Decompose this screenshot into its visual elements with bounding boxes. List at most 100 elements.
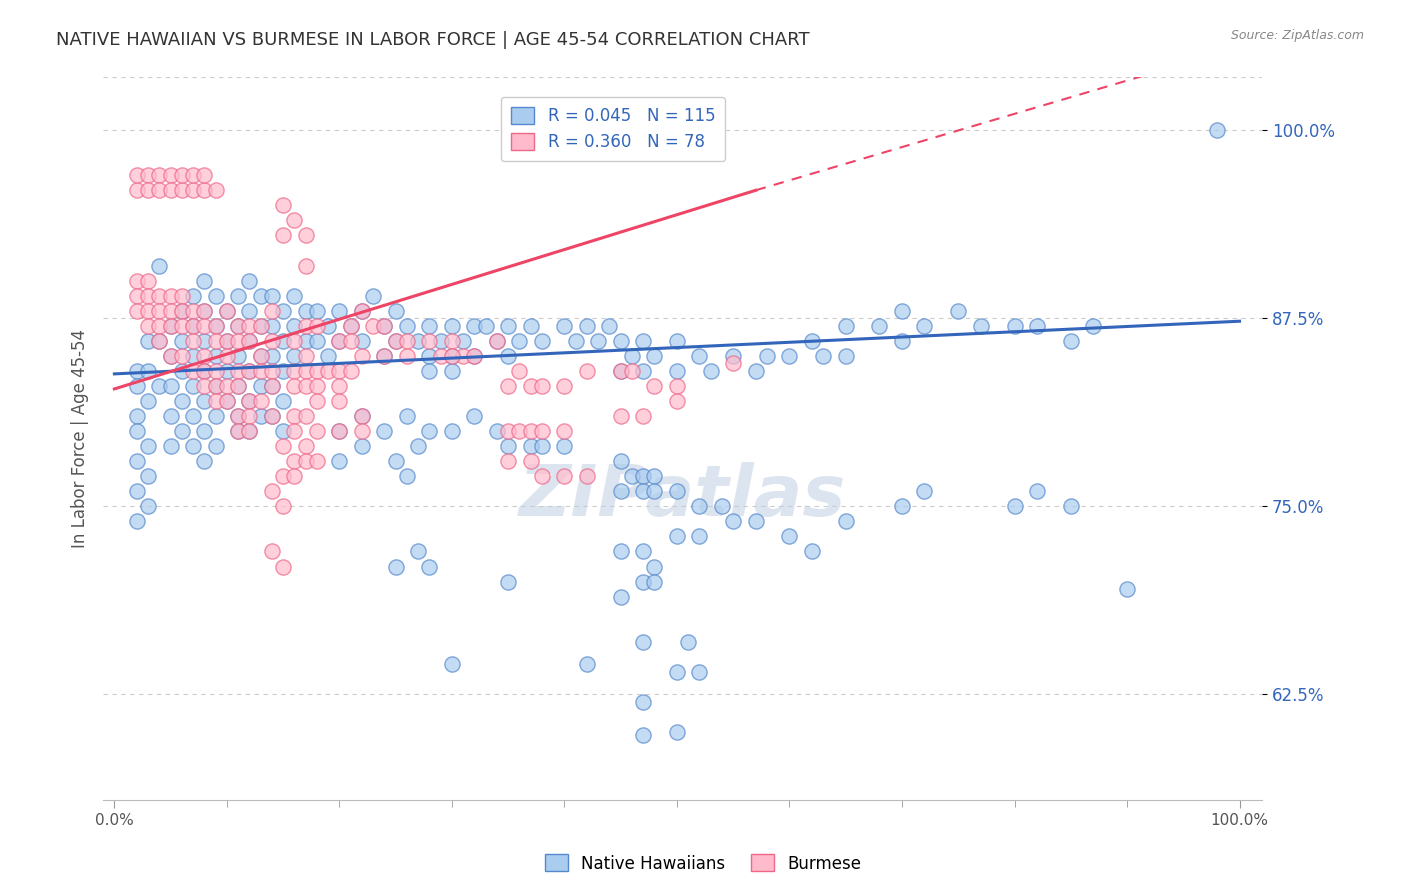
Point bbox=[215, 334, 238, 348]
Point bbox=[496, 318, 519, 333]
Point bbox=[260, 364, 283, 378]
Point bbox=[193, 274, 215, 288]
Point bbox=[609, 454, 631, 468]
Point bbox=[125, 514, 148, 528]
Point bbox=[350, 409, 373, 423]
Point bbox=[384, 334, 406, 348]
Point bbox=[316, 349, 339, 363]
Point bbox=[125, 454, 148, 468]
Point bbox=[869, 318, 891, 333]
Point bbox=[553, 469, 575, 483]
Point bbox=[193, 303, 215, 318]
Point bbox=[148, 259, 170, 273]
Point bbox=[283, 213, 305, 227]
Point bbox=[226, 424, 249, 438]
Point bbox=[193, 364, 215, 378]
Point bbox=[136, 274, 159, 288]
Point bbox=[1116, 582, 1139, 596]
Point bbox=[170, 303, 193, 318]
Point bbox=[193, 424, 215, 438]
Point bbox=[496, 454, 519, 468]
Point bbox=[530, 334, 553, 348]
Point bbox=[215, 303, 238, 318]
Point bbox=[181, 439, 204, 453]
Point bbox=[181, 288, 204, 302]
Point bbox=[451, 349, 474, 363]
Point bbox=[283, 334, 305, 348]
Point bbox=[339, 334, 361, 348]
Point bbox=[339, 364, 361, 378]
Point bbox=[914, 318, 936, 333]
Point bbox=[226, 349, 249, 363]
Point bbox=[204, 409, 226, 423]
Point bbox=[418, 334, 440, 348]
Point bbox=[395, 469, 418, 483]
Point bbox=[271, 364, 294, 378]
Point bbox=[170, 364, 193, 378]
Point bbox=[373, 318, 395, 333]
Point bbox=[136, 168, 159, 182]
Point bbox=[148, 318, 170, 333]
Point bbox=[519, 454, 541, 468]
Point bbox=[148, 288, 170, 302]
Text: NATIVE HAWAIIAN VS BURMESE IN LABOR FORCE | AGE 45-54 CORRELATION CHART: NATIVE HAWAIIAN VS BURMESE IN LABOR FORC… bbox=[56, 31, 810, 49]
Point bbox=[1060, 500, 1083, 514]
Point bbox=[665, 394, 688, 409]
Point bbox=[249, 288, 271, 302]
Point bbox=[159, 318, 181, 333]
Point bbox=[193, 364, 215, 378]
Point bbox=[238, 394, 260, 409]
Point bbox=[260, 484, 283, 499]
Point bbox=[406, 439, 429, 453]
Point bbox=[429, 349, 451, 363]
Point bbox=[249, 318, 271, 333]
Point bbox=[496, 439, 519, 453]
Point bbox=[575, 318, 598, 333]
Point bbox=[891, 303, 914, 318]
Point bbox=[204, 364, 226, 378]
Point bbox=[215, 394, 238, 409]
Point bbox=[283, 469, 305, 483]
Point bbox=[665, 665, 688, 679]
Point bbox=[238, 334, 260, 348]
Point bbox=[665, 364, 688, 378]
Point bbox=[238, 424, 260, 438]
Point bbox=[418, 349, 440, 363]
Point bbox=[249, 318, 271, 333]
Point bbox=[204, 379, 226, 393]
Point bbox=[643, 574, 665, 589]
Point bbox=[136, 334, 159, 348]
Point bbox=[159, 349, 181, 363]
Point bbox=[1206, 123, 1229, 137]
Point bbox=[249, 364, 271, 378]
Point bbox=[508, 424, 530, 438]
Legend: Native Hawaiians, Burmese: Native Hawaiians, Burmese bbox=[538, 847, 868, 880]
Point bbox=[238, 424, 260, 438]
Point bbox=[914, 484, 936, 499]
Point bbox=[136, 364, 159, 378]
Point bbox=[688, 529, 710, 543]
Point bbox=[598, 318, 620, 333]
Point bbox=[204, 183, 226, 197]
Point bbox=[575, 364, 598, 378]
Point bbox=[271, 303, 294, 318]
Point bbox=[193, 349, 215, 363]
Point bbox=[238, 394, 260, 409]
Point bbox=[418, 559, 440, 574]
Point bbox=[813, 349, 835, 363]
Point bbox=[294, 334, 316, 348]
Point bbox=[215, 334, 238, 348]
Point bbox=[631, 728, 654, 742]
Point bbox=[271, 500, 294, 514]
Point bbox=[395, 409, 418, 423]
Point bbox=[294, 303, 316, 318]
Point bbox=[564, 334, 586, 348]
Point bbox=[305, 454, 328, 468]
Point bbox=[496, 349, 519, 363]
Point bbox=[294, 259, 316, 273]
Point bbox=[170, 334, 193, 348]
Point bbox=[440, 318, 463, 333]
Point bbox=[744, 514, 766, 528]
Point bbox=[665, 484, 688, 499]
Point bbox=[125, 274, 148, 288]
